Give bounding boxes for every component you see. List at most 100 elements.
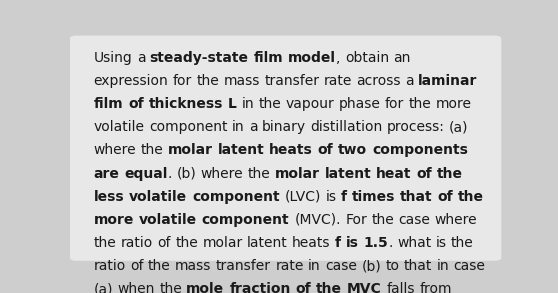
- Text: the: the: [159, 282, 182, 293]
- Text: case: case: [454, 259, 485, 273]
- Text: the: the: [258, 97, 281, 111]
- Text: (b): (b): [176, 167, 196, 180]
- Text: binary: binary: [262, 120, 306, 134]
- Text: rate: rate: [275, 259, 304, 273]
- Text: volatile: volatile: [129, 190, 187, 204]
- Text: the: the: [371, 213, 394, 227]
- Text: component: component: [149, 120, 228, 134]
- Text: f: f: [335, 236, 341, 250]
- Text: of: of: [130, 259, 143, 273]
- Text: MVC: MVC: [347, 282, 382, 293]
- Text: latent: latent: [218, 144, 264, 157]
- Text: (a): (a): [449, 120, 469, 134]
- Text: more: more: [94, 213, 134, 227]
- Text: ratio: ratio: [94, 259, 126, 273]
- Text: (MVC).: (MVC).: [294, 213, 341, 227]
- Text: .: .: [388, 236, 393, 250]
- Text: (a): (a): [94, 282, 113, 293]
- Text: for: for: [172, 74, 192, 88]
- Text: the: the: [141, 144, 163, 157]
- Text: that: that: [404, 259, 432, 273]
- Text: times: times: [352, 190, 395, 204]
- Text: in: in: [242, 97, 254, 111]
- Text: less: less: [94, 190, 124, 204]
- Text: the: the: [316, 282, 342, 293]
- Text: process:: process:: [387, 120, 445, 134]
- Text: the: the: [175, 236, 198, 250]
- Text: latent: latent: [325, 167, 371, 180]
- Text: mole: mole: [186, 282, 224, 293]
- Text: heat: heat: [376, 167, 412, 180]
- Text: where: where: [435, 213, 477, 227]
- Text: a: a: [405, 74, 414, 88]
- Text: across: across: [357, 74, 401, 88]
- Text: is: is: [436, 236, 446, 250]
- Text: f: f: [341, 190, 347, 204]
- Text: are: are: [94, 167, 119, 180]
- Text: in: in: [232, 120, 244, 134]
- Text: molar: molar: [275, 167, 320, 180]
- FancyBboxPatch shape: [70, 36, 501, 261]
- Text: where: where: [200, 167, 243, 180]
- Text: from: from: [420, 282, 452, 293]
- Text: the: the: [408, 97, 431, 111]
- Text: case: case: [398, 213, 430, 227]
- Text: that: that: [400, 190, 432, 204]
- Text: vapour: vapour: [286, 97, 334, 111]
- Text: the: the: [94, 236, 116, 250]
- Text: ,: ,: [336, 51, 340, 65]
- Text: fraction: fraction: [229, 282, 291, 293]
- Text: the: the: [248, 167, 270, 180]
- Text: Using: Using: [94, 51, 132, 65]
- Text: of: of: [157, 236, 171, 250]
- Text: rate: rate: [324, 74, 352, 88]
- Text: distillation: distillation: [310, 120, 383, 134]
- Text: latent: latent: [247, 236, 288, 250]
- Text: case: case: [325, 259, 357, 273]
- Text: for: for: [385, 97, 405, 111]
- Text: more: more: [436, 97, 472, 111]
- Text: the: the: [196, 74, 219, 88]
- Text: component: component: [192, 190, 280, 204]
- Text: when: when: [117, 282, 155, 293]
- Text: an: an: [393, 51, 411, 65]
- Text: transfer: transfer: [264, 74, 319, 88]
- Text: phase: phase: [339, 97, 381, 111]
- Text: laminar: laminar: [418, 74, 478, 88]
- Text: the: the: [148, 259, 171, 273]
- Text: the: the: [437, 167, 463, 180]
- Text: is: is: [346, 236, 359, 250]
- Text: film: film: [253, 51, 283, 65]
- Text: thickness: thickness: [148, 97, 223, 111]
- Text: molar: molar: [167, 144, 213, 157]
- Text: (b): (b): [361, 259, 381, 273]
- Text: two: two: [338, 144, 367, 157]
- Text: mass: mass: [175, 259, 211, 273]
- Text: in: in: [436, 259, 449, 273]
- Text: (LVC): (LVC): [285, 190, 321, 204]
- Text: in: in: [308, 259, 321, 273]
- Text: to: to: [386, 259, 400, 273]
- Text: mass: mass: [223, 74, 260, 88]
- Text: ratio: ratio: [121, 236, 153, 250]
- Text: obtain: obtain: [345, 51, 389, 65]
- Text: model: model: [288, 51, 336, 65]
- Text: expression: expression: [94, 74, 169, 88]
- Text: of: of: [318, 144, 334, 157]
- Text: components: components: [372, 144, 468, 157]
- Text: molar: molar: [203, 236, 243, 250]
- Text: .: .: [167, 167, 172, 180]
- Text: of: of: [416, 167, 432, 180]
- Text: the: the: [451, 236, 474, 250]
- Text: the: the: [458, 190, 484, 204]
- Text: what: what: [397, 236, 431, 250]
- Text: volatile: volatile: [139, 213, 197, 227]
- Text: steady-state: steady-state: [150, 51, 249, 65]
- Text: film: film: [94, 97, 123, 111]
- Text: heats: heats: [269, 144, 313, 157]
- Text: equal: equal: [124, 167, 167, 180]
- Text: a: a: [249, 120, 257, 134]
- Text: falls: falls: [387, 282, 415, 293]
- Text: For: For: [345, 213, 367, 227]
- Text: component: component: [202, 213, 290, 227]
